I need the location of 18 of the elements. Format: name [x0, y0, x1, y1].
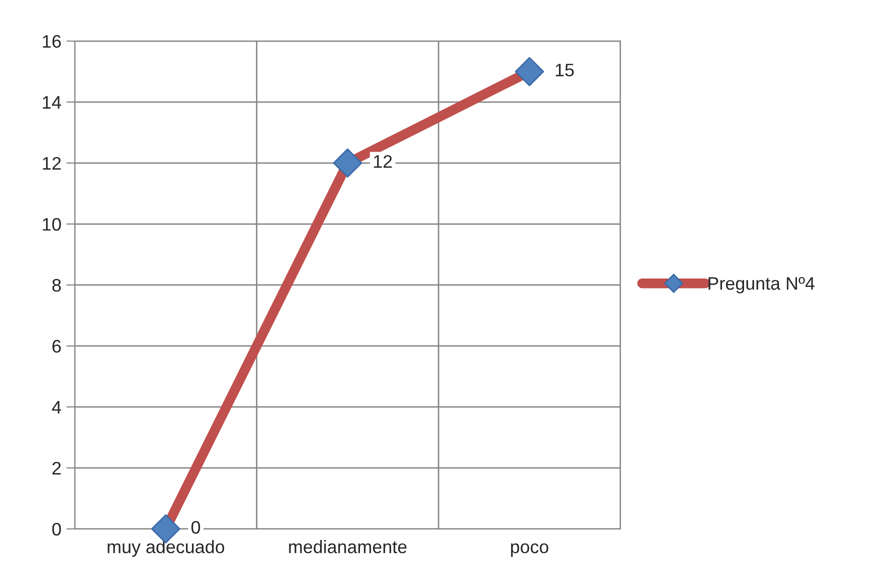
y-tick-label: 16: [42, 35, 61, 48]
y-tick-label: 6: [52, 340, 61, 353]
data-label: 12: [374, 155, 392, 168]
y-tick-label: 10: [42, 218, 61, 231]
x-tick-label: poco: [511, 543, 548, 557]
x-tick-label: muy adecuado: [108, 540, 224, 557]
legend-label: Pregunta Nº4: [708, 277, 815, 294]
point: [333, 148, 362, 178]
y-tick-label: 12: [42, 156, 61, 170]
y-tick-label: 0: [52, 522, 61, 536]
y-tick-label: 14: [42, 96, 62, 109]
point: [514, 56, 544, 86]
data-label: 15: [556, 64, 574, 76]
y-tick-label: 2: [52, 462, 61, 474]
y-tick-label: 4: [52, 401, 62, 414]
y-tick-label: 8: [52, 278, 61, 292]
data-label: 0: [191, 520, 200, 534]
x-tick-label: medianamente: [289, 540, 407, 554]
